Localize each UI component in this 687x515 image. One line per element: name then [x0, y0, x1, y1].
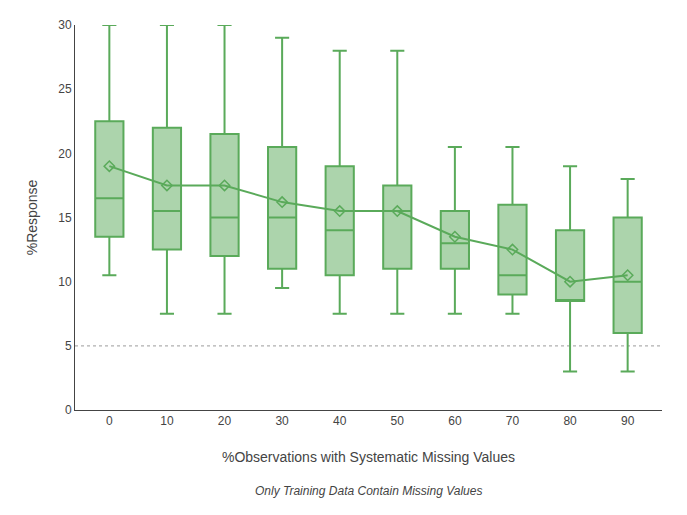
svg-text:15: 15: [58, 211, 72, 225]
svg-text:20: 20: [218, 414, 232, 428]
svg-text:10: 10: [58, 275, 72, 289]
svg-text:60: 60: [448, 414, 462, 428]
svg-text:30: 30: [275, 414, 289, 428]
svg-text:Only Training Data Contain Mis: Only Training Data Contain Missing Value…: [255, 484, 482, 498]
svg-text:0: 0: [65, 403, 72, 417]
svg-text:20: 20: [58, 147, 72, 161]
svg-text:30: 30: [58, 18, 72, 32]
svg-text:80: 80: [563, 414, 577, 428]
svg-text:%Observations with Systematic: %Observations with Systematic Missing Va…: [222, 449, 515, 465]
svg-text:70: 70: [506, 414, 520, 428]
svg-text:%Response: %Response: [24, 180, 40, 256]
svg-text:10: 10: [160, 414, 174, 428]
svg-text:50: 50: [391, 414, 405, 428]
svg-text:5: 5: [65, 339, 72, 353]
svg-text:90: 90: [621, 414, 635, 428]
svg-text:40: 40: [333, 414, 347, 428]
svg-text:0: 0: [106, 414, 113, 428]
svg-text:25: 25: [58, 82, 72, 96]
